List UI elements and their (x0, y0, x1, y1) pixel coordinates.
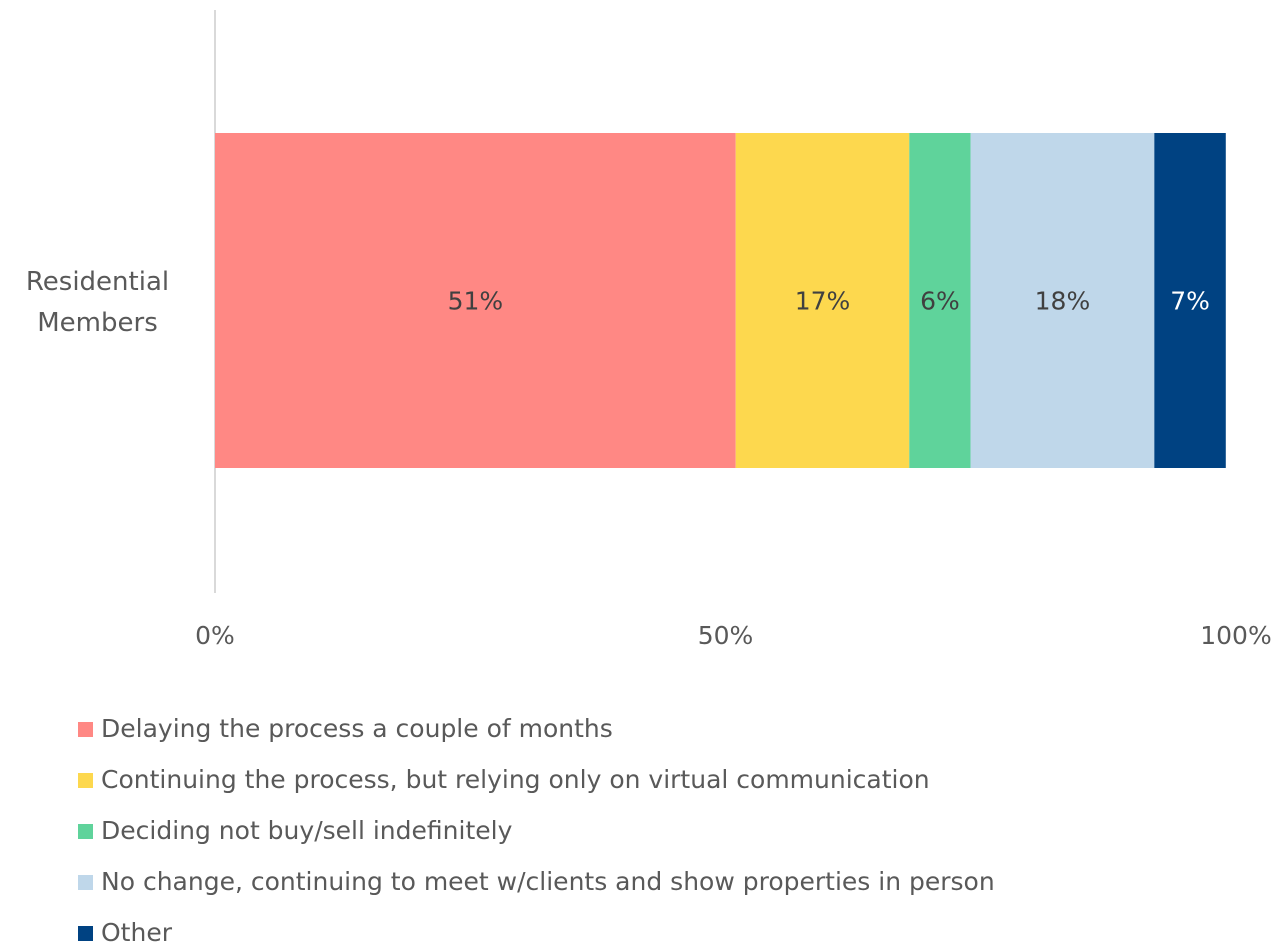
x-tick-label: 100% (1200, 621, 1271, 650)
legend-label: No change, continuing to meet w/clients … (101, 867, 995, 896)
legend-label: Deciding not buy/sell indefinitely (101, 816, 513, 845)
value-label: 18% (1035, 287, 1091, 316)
legend-label: Other (101, 918, 173, 947)
legend-swatch (78, 722, 93, 737)
category-label: Residential Members (25, 267, 170, 338)
legend-label: Delaying the process a couple of months (101, 714, 613, 743)
bar-segment (735, 133, 910, 468)
bar-segment (909, 133, 971, 468)
bar-segment (215, 133, 736, 468)
value-label: 17% (795, 287, 851, 316)
value-label: 6% (920, 287, 960, 316)
bar-segment (1154, 133, 1226, 468)
bar-segment (970, 133, 1155, 468)
legend-swatch (78, 875, 93, 890)
legend-swatch (78, 773, 93, 788)
x-tick-label: 0% (195, 621, 235, 650)
x-tick-label: 50% (698, 621, 754, 650)
legend-swatch (78, 824, 93, 839)
value-label: 51% (448, 287, 504, 316)
legend-label: Continuing the process, but relying only… (101, 765, 930, 794)
value-label: 7% (1170, 287, 1210, 316)
legend-swatch (78, 926, 93, 941)
